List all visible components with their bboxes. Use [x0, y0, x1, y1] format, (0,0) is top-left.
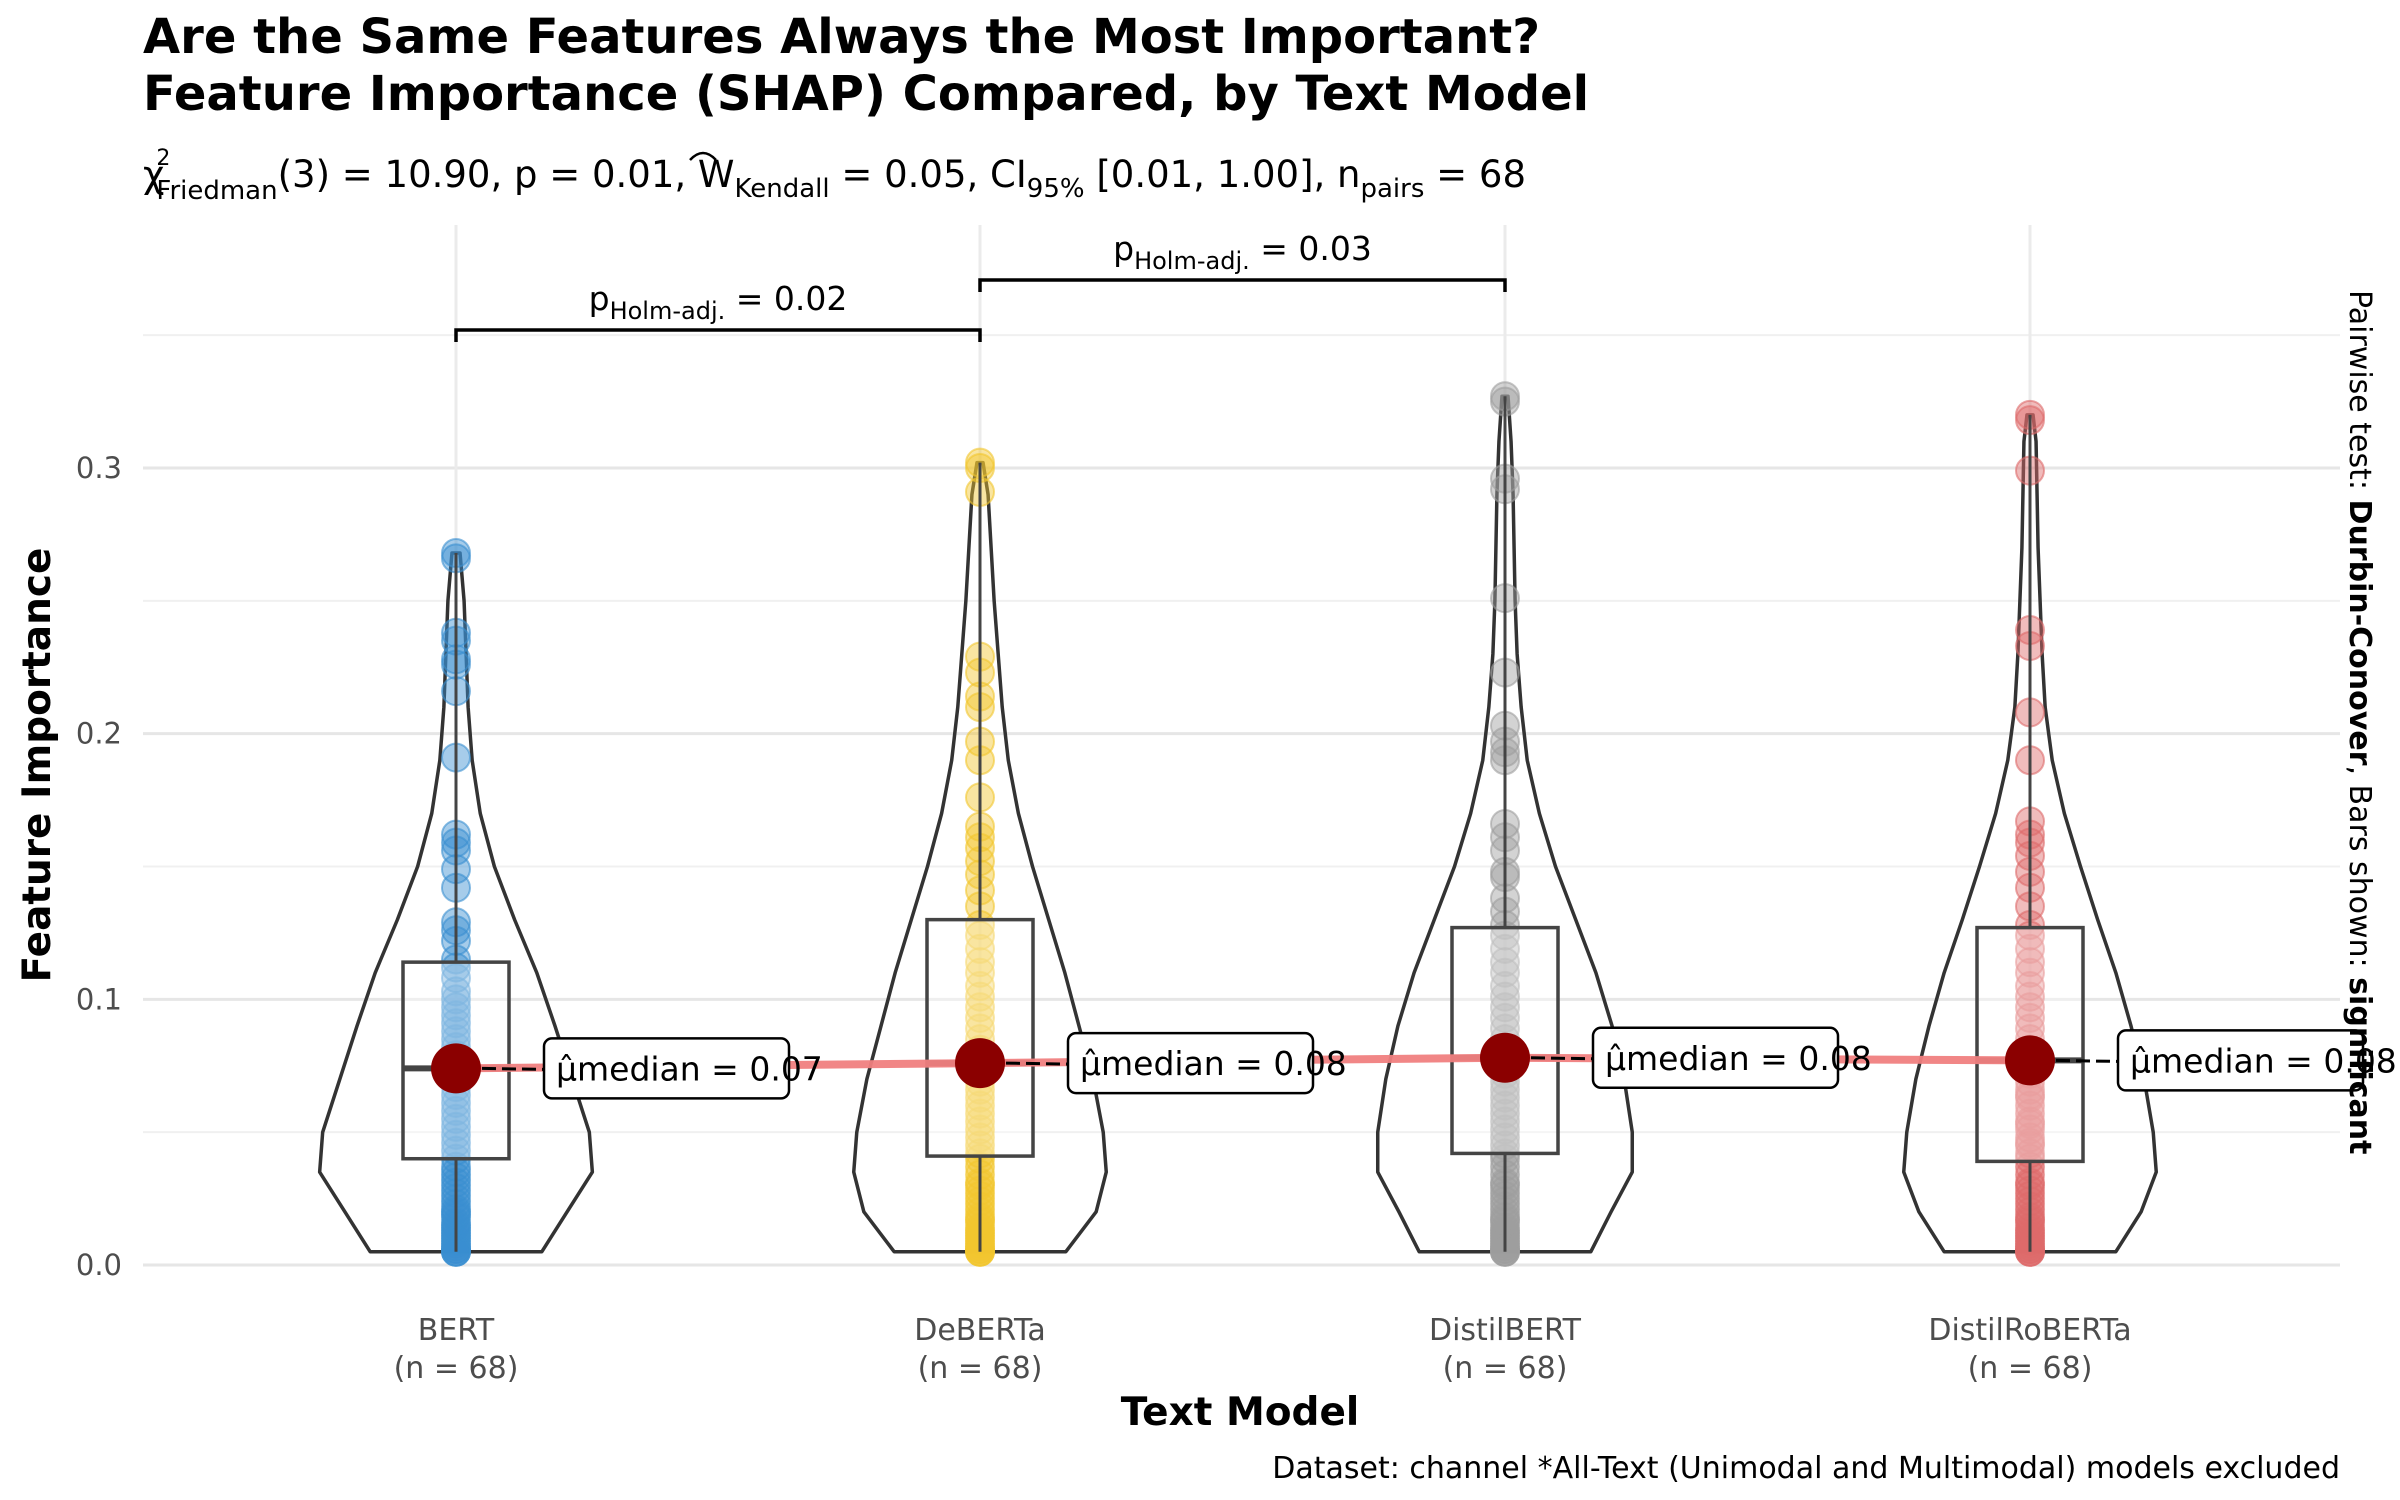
point-deberta — [965, 981, 995, 1012]
y-axis-title: Feature Importance — [15, 548, 60, 983]
point-distilbert — [1490, 1090, 1520, 1121]
point-distilbert — [1490, 1122, 1520, 1153]
point-deberta — [965, 947, 995, 978]
violin-deberta — [852, 460, 1108, 1254]
x-tick-labels: BERT(n = 68)DeBERTa(n = 68)DistilBERT(n … — [394, 1313, 2132, 1386]
point-bert — [441, 1119, 471, 1150]
box-distilroberta — [1975, 925, 2085, 1164]
point-deberta — [965, 1002, 995, 1033]
point-distilbert — [1490, 981, 1520, 1012]
point-bert — [441, 1103, 471, 1134]
median-label-distilbert: μ̂median = 0.08 — [1605, 1039, 1872, 1078]
pairwise-brackets: pHolm-adj. = 0.02 pHolm-adj. = 0.03 — [454, 229, 1507, 342]
median-leader-line — [1005, 1061, 1069, 1066]
x-tick-n-label: (n = 68) — [394, 1351, 519, 1386]
point-bert — [441, 1095, 471, 1126]
point-deberta — [965, 971, 995, 1002]
pairwise-bracket-label: pHolm-adj. = 0.02 — [589, 279, 848, 325]
median-label-distilroberta: μ̂median = 0.08 — [2130, 1041, 2397, 1080]
data-points — [441, 381, 2045, 1267]
point-distilroberta — [2015, 981, 2045, 1012]
boxplots — [401, 396, 2085, 1252]
y-tick-label: 0.2 — [76, 717, 122, 751]
caption: Dataset: channel *All-Text (Unimodal and… — [1272, 1451, 2340, 1486]
median-label-bert: μ̂median = 0.07 — [556, 1049, 823, 1088]
side-label-part4: significant — [2342, 977, 2377, 1154]
point-distilbert — [1490, 1098, 1520, 1129]
point-distilbert — [1490, 1114, 1520, 1145]
x-tick-label-distilbert: DistilBERT — [1429, 1313, 1582, 1348]
point-bert — [441, 1008, 471, 1039]
y-tick-label: 0.0 — [76, 1248, 122, 1282]
pairwise-bracket-label: pHolm-adj. = 0.03 — [1113, 229, 1372, 275]
median-points — [431, 1032, 2055, 1094]
point-distilbert — [1490, 1106, 1520, 1137]
x-tick-n-label: (n = 68) — [1968, 1351, 2093, 1386]
side-label-part3: , Bars shown: — [2342, 765, 2377, 977]
median-leader-line — [2055, 1058, 2119, 1063]
point-bert — [441, 1000, 471, 1031]
y-tick-label: 0.3 — [76, 451, 122, 485]
y-tick-label: 0.1 — [76, 982, 122, 1016]
point-distilroberta — [2015, 971, 2045, 1002]
median-labels: μ̂median = 0.07 μ̂median = 0.08 μ̂median =… — [481, 1026, 2397, 1100]
violin-bert — [317, 551, 595, 1254]
median-label-box — [2116, 1029, 2365, 1092]
median-label-box — [1066, 1031, 1315, 1095]
violin-distilbert — [1375, 394, 1635, 1254]
y-tick-labels: 0.0 0.1 0.2 0.3 — [76, 451, 122, 1282]
median-point-distilroberta — [2005, 1035, 2055, 1086]
median-label-deberta: μ̂median = 0.08 — [1080, 1044, 1347, 1083]
pairwise-test-side-label: Pairwise test: Durbin-Conover, Bars show… — [2342, 290, 2377, 1154]
point-bert — [441, 1127, 471, 1158]
median-point-deberta — [955, 1038, 1005, 1089]
point-distilroberta — [2015, 992, 2045, 1023]
x-tick-label-distilroberta: DistilRoBERTa — [1928, 1313, 2131, 1348]
point-deberta — [965, 1114, 995, 1145]
median-point-bert — [431, 1043, 481, 1094]
median-point-distilbert — [1480, 1032, 1530, 1083]
chart-title-line1: Are the Same Features Always the Most Im… — [143, 9, 1540, 65]
pairwise-bracket — [978, 278, 1507, 292]
point-distilbert — [1490, 947, 1520, 978]
median-label-box — [1591, 1026, 1840, 1090]
point-distilbert — [1490, 971, 1520, 1002]
x-tick-label-bert: BERT — [418, 1313, 495, 1348]
chart-subtitle: χ2 Friedman(3) = 10.90, p = 0.01, WKendal… — [143, 146, 1526, 206]
median-leader-line — [481, 1066, 545, 1071]
median-label-box — [542, 1037, 791, 1100]
point-deberta — [965, 1098, 995, 1129]
median-leader-line — [1530, 1056, 1594, 1061]
point-distilroberta — [2015, 1002, 2045, 1033]
w-hat-accent — [689, 151, 717, 161]
violin-distilroberta — [1902, 413, 2158, 1254]
point-bert — [441, 984, 471, 1015]
point-distilbert — [1490, 992, 1520, 1023]
pairwise-bracket — [454, 328, 982, 342]
x-tick-n-label: (n = 68) — [1443, 1351, 1568, 1386]
box-deberta — [925, 917, 1035, 1158]
side-label-part1: Pairwise test: — [2342, 290, 2377, 500]
point-bert — [441, 976, 471, 1007]
point-distilbert — [1490, 1082, 1520, 1113]
point-deberta — [965, 992, 995, 1023]
point-distilbert — [1490, 1002, 1520, 1033]
point-bert — [441, 1111, 471, 1142]
point-bert — [441, 992, 471, 1023]
point-deberta — [965, 1122, 995, 1153]
x-tick-label-deberta: DeBERTa — [914, 1313, 1046, 1348]
violins — [317, 394, 2158, 1254]
point-deberta — [965, 1106, 995, 1137]
side-label-part2: Durbin-Conover — [2342, 500, 2377, 766]
x-tick-n-label: (n = 68) — [918, 1351, 1043, 1386]
point-distilroberta — [2015, 1109, 2045, 1140]
subtitle-chi: χ — [143, 153, 164, 196]
chart-title-line2: Feature Importance (SHAP) Compared, by T… — [143, 66, 1589, 122]
x-axis-title: Text Model — [1121, 1390, 1360, 1435]
point-deberta — [965, 1090, 995, 1121]
point-distilroberta — [2015, 947, 2045, 978]
